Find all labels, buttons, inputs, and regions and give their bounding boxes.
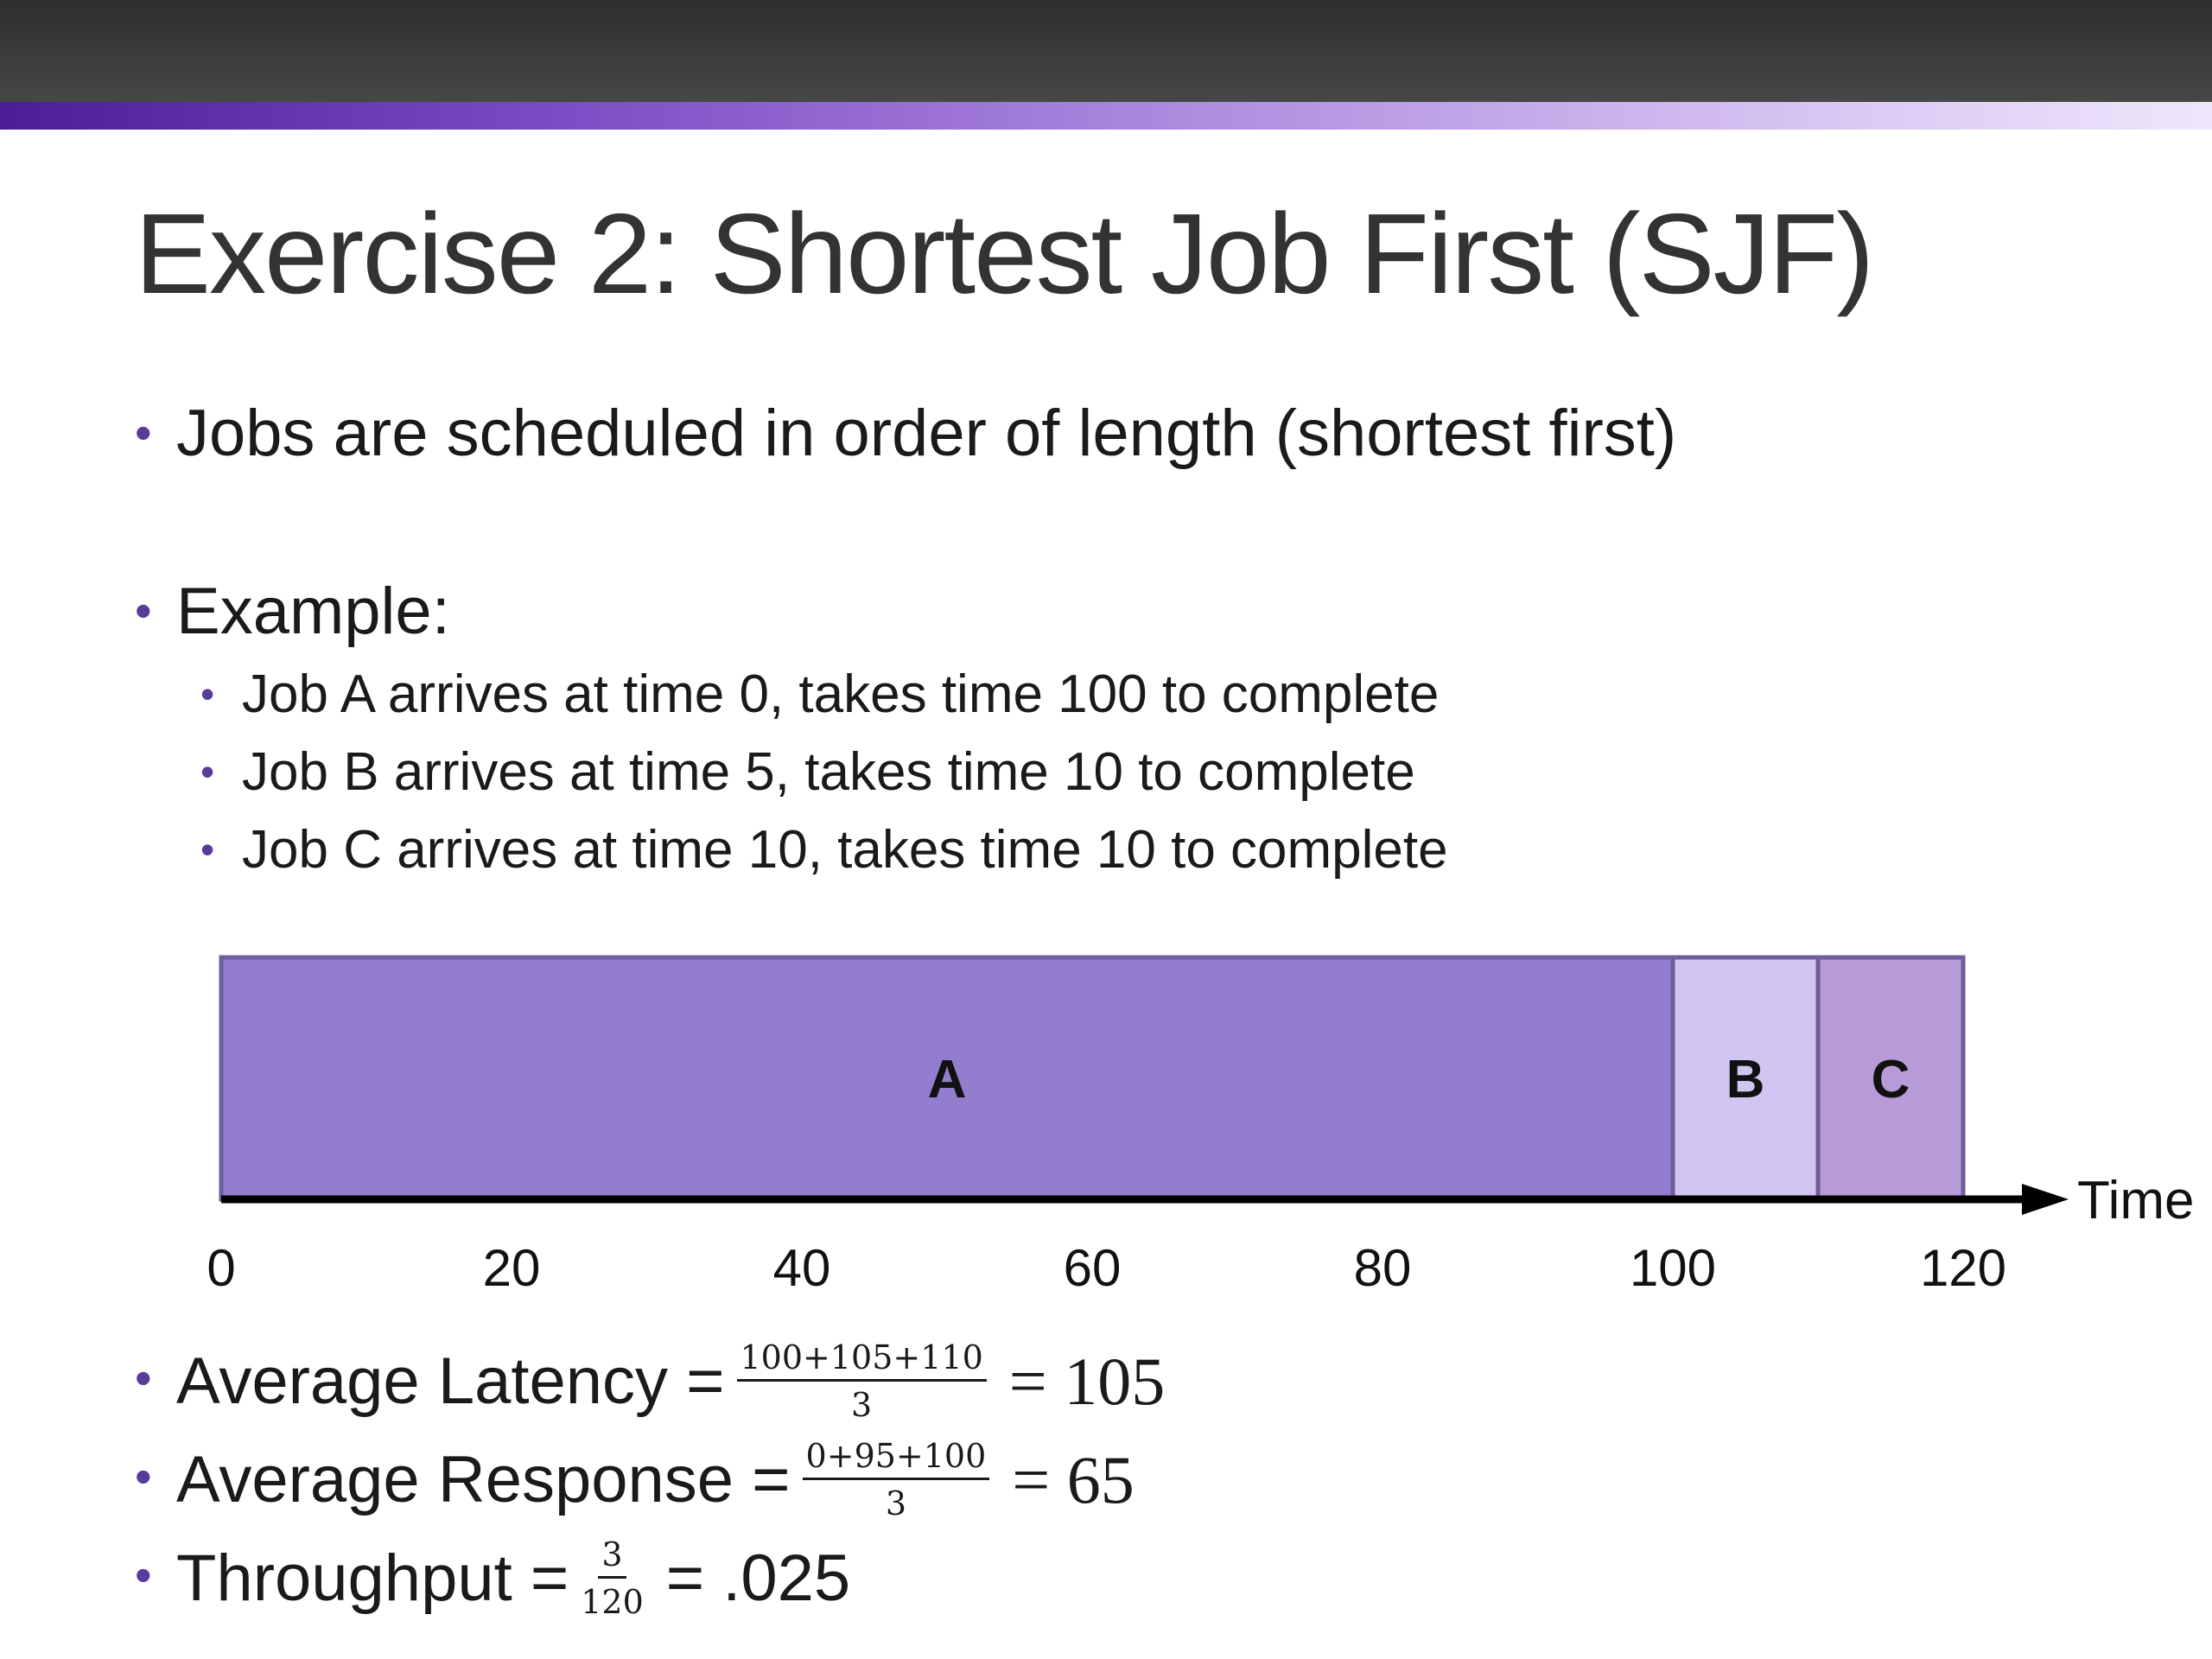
sub-bullet-job-b: • Job B arrives at time 5, takes time 10… [200,741,1415,803]
job-b-text: Job B arrives at time 5, takes time 10 t… [242,742,1415,802]
segment-label-a: A [928,1050,967,1109]
segment-label-c: C [1872,1050,1910,1109]
response-result: = 65 [1012,1441,1135,1517]
bullet-dot-icon: • [200,749,215,794]
sub-bullet-job-c: • Job C arrives at time 10, takes time 1… [200,819,1448,880]
latency-denominator: 3 [851,1386,873,1424]
latency-result: = 105 [1008,1343,1166,1419]
bullet-dot-icon: • [135,1548,152,1602]
axis-label-time: Time [2077,1171,2194,1230]
job-a-text: Job A arrives at time 0, takes time 100 … [242,664,1440,724]
latency-label: Average Latency = [176,1344,725,1418]
bullet-dot-icon: • [135,1449,152,1503]
header-bar [0,0,2212,102]
latency-numerator: 100+105+110 [736,1341,987,1382]
sub-bullet-job-a: • Job A arrives at time 0, takes time 10… [200,664,1440,725]
tick-label: 0 [207,1239,235,1297]
throughput-numerator: 3 [598,1538,626,1579]
tick-label: 100 [1630,1239,1716,1297]
slide-title: Exercise 2: Shortest Job First (SJF) [135,190,1874,317]
bullet-example: • Example: [135,574,450,649]
tick-label: 60 [1064,1239,1122,1297]
job-c-text: Job C arrives at time 10, takes time 10 … [242,820,1448,880]
accent-gradient-bar [0,102,2212,130]
bullet-dot-icon: • [135,405,152,460]
tick-label: 80 [1354,1239,1412,1297]
latency-fraction: 100+105+110 3 [736,1341,987,1424]
response-label: Average Response = [176,1443,791,1516]
response-denominator: 3 [885,1484,907,1522]
metric-response: • Average Response = 0+95+100 3 = 65 [135,1440,1135,1522]
segment-label-b: B [1726,1050,1765,1109]
bullet-dot-icon: • [200,671,215,716]
bullet-example-text: Example: [176,575,450,648]
tick-label: 40 [773,1239,831,1297]
bullet-dot-icon: • [135,583,152,638]
throughput-label: Throughput = [176,1541,569,1615]
gantt-chart: A B C Time 0 20 40 60 80 100 120 [207,955,2194,1297]
metric-latency: • Average Latency = 100+105+110 3 = 105 [135,1341,1166,1424]
response-fraction: 0+95+100 3 [802,1440,990,1522]
bullet-rule: • Jobs are scheduled in order of length … [135,396,1677,471]
throughput-fraction: 3 120 [581,1538,644,1618]
bullet-dot-icon: • [200,827,215,872]
tick-label: 120 [1920,1239,2006,1297]
throughput-result: = .025 [665,1541,851,1615]
bullet-rule-text: Jobs are scheduled in order of length (s… [176,397,1677,470]
bullet-dot-icon: • [135,1351,152,1405]
axis-arrow-icon [2022,1184,2069,1215]
response-numerator: 0+95+100 [802,1440,990,1480]
throughput-denominator: 120 [581,1583,644,1621]
tick-label: 20 [483,1239,541,1297]
metric-throughput: • Throughput = 3 120 = .025 [135,1538,851,1618]
